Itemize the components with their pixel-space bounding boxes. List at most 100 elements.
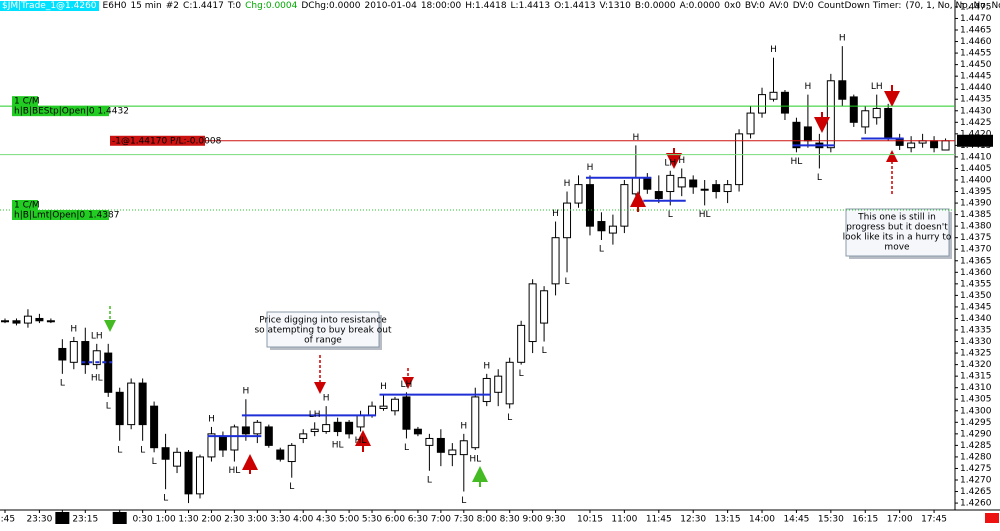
y-tick-label: 1.4355 xyxy=(960,279,992,289)
candle xyxy=(230,424,239,462)
y-tick-label: 1.4280 xyxy=(960,452,992,462)
y-tick-label: 1.4405 xyxy=(960,164,992,174)
candle xyxy=(436,429,445,467)
candle-body xyxy=(677,177,686,188)
swing-label: L xyxy=(60,378,65,388)
y-tick-label: 1.4375 xyxy=(960,233,992,243)
candle-body xyxy=(184,451,193,495)
candle-body xyxy=(941,140,950,151)
candle xyxy=(815,133,824,169)
swing-label: L xyxy=(519,369,524,379)
swing-label: L xyxy=(404,443,409,453)
y-tick-label: 1.4425 xyxy=(960,118,992,128)
candle xyxy=(528,279,537,354)
y-tick-label: 1.4365 xyxy=(960,256,992,266)
last-price-box xyxy=(957,134,993,147)
candle xyxy=(930,136,939,153)
candle xyxy=(23,309,32,328)
swing-label: H xyxy=(242,387,249,397)
candle xyxy=(861,106,870,134)
candle-body xyxy=(471,396,480,449)
x-tick-label: 16:15 xyxy=(852,515,878,525)
swing-label: HL xyxy=(699,210,711,220)
candle-body xyxy=(173,451,182,467)
candle-body xyxy=(138,382,147,426)
header-item: O:1.4413 xyxy=(554,1,596,11)
order-label-box xyxy=(12,200,38,210)
candle-body xyxy=(356,414,365,428)
candle-body xyxy=(528,283,537,343)
y-tick-label: 1.4300 xyxy=(960,406,992,416)
x-tick-label: 17:00 xyxy=(887,515,913,525)
annotation-text: This one is still in xyxy=(857,213,936,223)
y-tick-label: 1.4260 xyxy=(960,499,992,509)
candle xyxy=(379,394,388,411)
candle-body xyxy=(654,191,663,199)
candle-body xyxy=(218,435,227,451)
candle-body xyxy=(689,179,698,188)
candle-body xyxy=(597,221,606,232)
order-label: h|B|Lmt|Open|0 1.4387 xyxy=(14,211,119,221)
candle-body xyxy=(735,133,744,186)
candle xyxy=(574,175,583,208)
swing-label: H xyxy=(678,156,685,166)
y-tick-label: 1.4330 xyxy=(960,337,992,347)
y-tick-label: 1.4390 xyxy=(960,199,992,209)
annotation-text: Price digging into resistance xyxy=(259,316,387,326)
candle xyxy=(459,433,468,492)
y-tick-label: 1.4350 xyxy=(960,291,992,301)
order-label: -1@1.44170 P/L:-0.0008 xyxy=(112,136,222,146)
swing-label: LH xyxy=(664,158,676,168)
candle xyxy=(115,387,124,441)
candle xyxy=(746,106,755,139)
header-item: 18:00:00 xyxy=(420,1,462,11)
candle xyxy=(46,318,55,324)
header-item: #2 xyxy=(165,1,180,11)
swing-label: L xyxy=(599,245,604,255)
y-tick-label: 1.4385 xyxy=(960,210,992,220)
swing-label: HL xyxy=(469,455,481,465)
y-tick-label: 1.4430 xyxy=(960,106,992,116)
candle-body xyxy=(505,361,514,405)
y-tick-label: 1.4420 xyxy=(960,129,992,139)
order-label-box xyxy=(12,96,38,107)
x-tick-label: 7:30 xyxy=(454,515,474,525)
y-tick-label: 1.4460 xyxy=(960,37,992,47)
candle-body xyxy=(620,184,629,227)
swing-label: H xyxy=(552,209,559,219)
header-item: 15 min xyxy=(130,1,162,11)
x-tick-label: 8:00 xyxy=(477,515,497,525)
swing-label: H xyxy=(587,163,594,173)
candle-body xyxy=(436,437,445,453)
candle-body xyxy=(861,110,870,128)
candle-body xyxy=(264,426,273,446)
candle-body xyxy=(333,421,342,433)
candle xyxy=(299,429,308,444)
swing-label: HL xyxy=(791,157,803,167)
candle-body xyxy=(838,80,847,100)
candle xyxy=(253,420,262,444)
candle-body xyxy=(895,137,904,146)
annotation-text: of range xyxy=(304,336,342,346)
x-tick-label: 7:00 xyxy=(431,515,451,525)
candle xyxy=(780,90,789,120)
header-item: 0x0 xyxy=(724,1,741,11)
x-tick-label: 17:45 xyxy=(921,515,947,525)
candle-body xyxy=(207,433,216,458)
swing-label: L xyxy=(427,475,432,485)
x-tick-label: 2:45 xyxy=(0,515,15,525)
x-tick-label: 5:00 xyxy=(339,515,359,525)
order-label: h|B|BEStp|Open|0 1.4432 xyxy=(14,107,129,117)
swing-label: L xyxy=(106,401,111,411)
candle xyxy=(92,343,101,370)
header-item: E6H0 xyxy=(102,1,127,11)
candle xyxy=(517,320,526,365)
candle xyxy=(689,175,698,194)
x-tick-label: 13:15 xyxy=(715,515,741,525)
candle xyxy=(69,336,78,370)
candle xyxy=(482,373,491,407)
candle xyxy=(769,57,778,102)
candle xyxy=(448,443,457,467)
candle-body xyxy=(345,421,354,435)
